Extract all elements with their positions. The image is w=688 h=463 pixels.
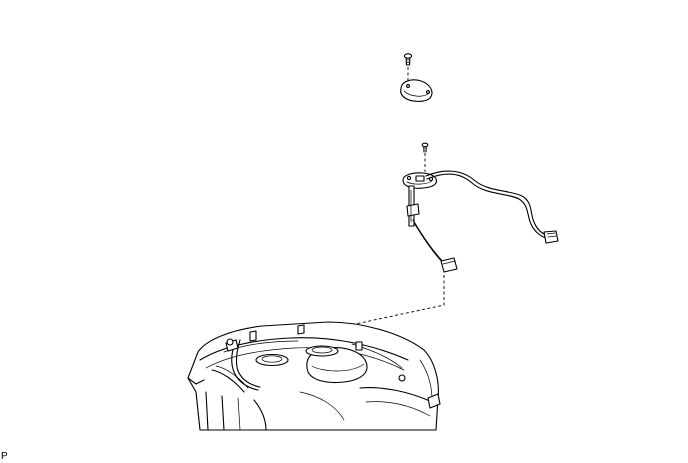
access-cover-plate bbox=[400, 79, 433, 102]
fuel-tank bbox=[187, 321, 441, 431]
corner-label: P bbox=[1, 451, 8, 462]
fuel-sender-gauge-assembly bbox=[402, 170, 559, 273]
sender-screw bbox=[421, 142, 429, 153]
upper-screw bbox=[403, 53, 413, 66]
